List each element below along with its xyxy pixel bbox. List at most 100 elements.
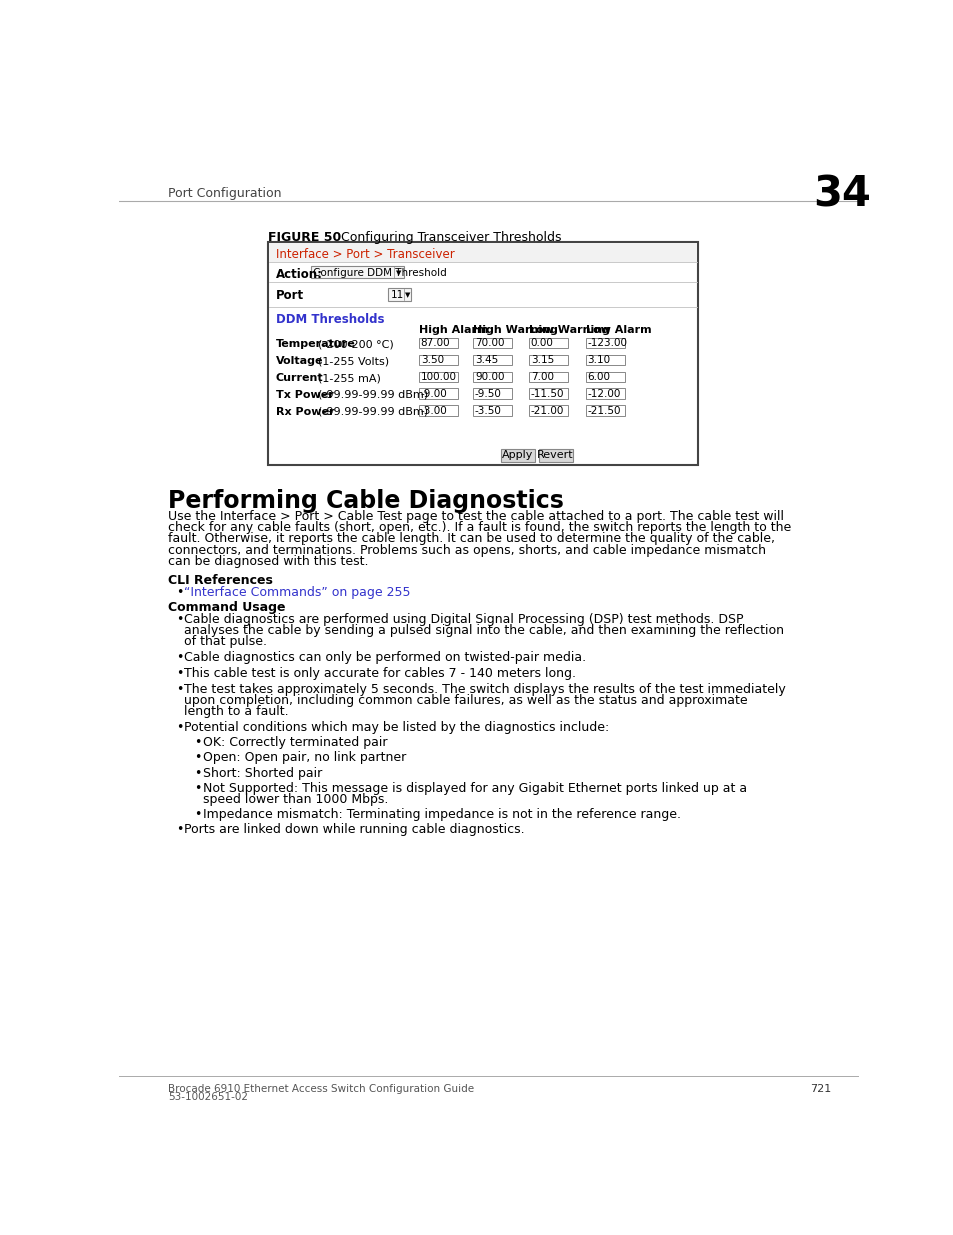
Text: •: • (175, 651, 183, 664)
Text: •: • (175, 683, 183, 695)
Text: upon completion, including common cable failures, as well as the status and appr: upon completion, including common cable … (184, 694, 747, 706)
Bar (269, 243, 697, 262)
Text: Short: Shorted pair: Short: Shorted pair (203, 767, 322, 779)
Text: “Interface Commands” on page 255: “Interface Commands” on page 255 (184, 585, 411, 599)
Text: Rx Power: Rx Power (275, 406, 334, 417)
Text: •: • (175, 721, 183, 734)
Text: •: • (175, 823, 183, 836)
Text: -3.50: -3.50 (475, 406, 501, 416)
Text: •: • (175, 613, 183, 626)
Text: Use the Interface > Port > Cable Test page to test the cable attached to a port.: Use the Interface > Port > Cable Test pa… (168, 510, 783, 524)
Bar (418, 372, 457, 383)
Text: 3.50: 3.50 (420, 356, 443, 366)
Text: Revert: Revert (537, 450, 574, 461)
Text: •: • (194, 736, 202, 750)
Text: Tx Power: Tx Power (275, 390, 334, 400)
Text: 6.00: 6.00 (587, 372, 610, 383)
Bar (473, 372, 512, 383)
Text: 87.00: 87.00 (420, 338, 450, 348)
Bar (585, 372, 624, 383)
Text: Voltage: Voltage (275, 356, 323, 366)
Text: Configuring Transceiver Thresholds: Configuring Transceiver Thresholds (324, 231, 560, 245)
Text: (-99.99-99.99 dBm): (-99.99-99.99 dBm) (318, 390, 428, 400)
Text: -21.00: -21.00 (530, 406, 563, 416)
Text: Port Configuration: Port Configuration (168, 186, 281, 200)
Bar (529, 372, 567, 383)
Text: (-200-200 °C): (-200-200 °C) (318, 340, 394, 350)
Text: Not Supported: This message is displayed for any Gigabit Ethernet ports linked u: Not Supported: This message is displayed… (203, 782, 746, 794)
Text: 721: 721 (809, 1084, 830, 1094)
Text: CLI References: CLI References (168, 573, 273, 587)
Text: 70.00: 70.00 (475, 338, 504, 348)
Text: 53-1002651-02: 53-1002651-02 (168, 1092, 248, 1102)
Text: can be diagnosed with this test.: can be diagnosed with this test. (168, 555, 368, 568)
Text: 90.00: 90.00 (475, 372, 504, 383)
Bar (529, 354, 567, 366)
Text: -3.00: -3.00 (420, 406, 447, 416)
Text: Performing Cable Diagnostics: Performing Cable Diagnostics (168, 489, 563, 513)
Text: analyses the cable by sending a pulsed signal into the cable, and then examining: analyses the cable by sending a pulsed s… (184, 624, 783, 637)
Text: Potential conditions which may be listed by the diagnostics include:: Potential conditions which may be listed… (184, 721, 609, 734)
Text: fault. Otherwise, it reports the cable length. It can be used to determine the q: fault. Otherwise, it reports the cable l… (168, 532, 774, 546)
Text: Ports are linked down while running cable diagnostics.: Ports are linked down while running cabl… (184, 823, 524, 836)
Bar (500, 448, 534, 462)
Text: -9.50: -9.50 (475, 389, 501, 399)
Bar (473, 354, 512, 366)
Text: This cable test is only accurate for cables 7 - 140 meters long.: This cable test is only accurate for cab… (184, 667, 576, 679)
Text: •: • (194, 808, 202, 821)
Text: Apply: Apply (501, 450, 533, 461)
Text: check for any cable faults (short, open, etc.). If a fault is found, the switch : check for any cable faults (short, open,… (168, 521, 790, 535)
Text: Brocade 6910 Ethernet Access Switch Configuration Guide: Brocade 6910 Ethernet Access Switch Conf… (168, 1084, 474, 1094)
Text: 3.10: 3.10 (587, 356, 610, 366)
Bar (529, 337, 567, 348)
Text: Impedance mismatch: Terminating impedance is not in the reference range.: Impedance mismatch: Terminating impedanc… (203, 808, 680, 821)
Text: •: • (194, 767, 202, 779)
Bar (418, 389, 457, 399)
Text: (1-255 mA): (1-255 mA) (318, 373, 381, 383)
Bar (418, 337, 457, 348)
Bar (473, 405, 512, 416)
Bar (585, 354, 624, 366)
Text: Current: Current (275, 373, 323, 383)
Text: •: • (194, 751, 202, 764)
Text: Temperature: Temperature (275, 340, 355, 350)
Text: length to a fault.: length to a fault. (184, 705, 289, 718)
Bar (529, 405, 567, 416)
Text: •: • (175, 585, 183, 599)
Text: Action:: Action: (275, 268, 322, 280)
Text: FIGURE 50: FIGURE 50 (268, 231, 341, 245)
Text: High Alarm: High Alarm (418, 325, 488, 335)
Text: 7.00: 7.00 (530, 372, 553, 383)
Bar (585, 389, 624, 399)
Text: Open: Open pair, no link partner: Open: Open pair, no link partner (203, 751, 406, 764)
Text: 3.45: 3.45 (475, 356, 497, 366)
Text: speed lower than 1000 Mbps.: speed lower than 1000 Mbps. (203, 793, 388, 805)
Text: Low Alarm: Low Alarm (585, 325, 651, 335)
Bar (473, 337, 512, 348)
Text: 34: 34 (812, 174, 870, 216)
Bar (418, 405, 457, 416)
Text: -9.00: -9.00 (420, 389, 447, 399)
Bar (268, 242, 698, 466)
Text: DDM Thresholds: DDM Thresholds (275, 312, 384, 326)
Text: Cable diagnostics are performed using Digital Signal Processing (DSP) test metho: Cable diagnostics are performed using Di… (184, 613, 743, 626)
Text: of that pulse.: of that pulse. (184, 635, 267, 648)
Text: OK: Correctly terminated pair: OK: Correctly terminated pair (203, 736, 387, 750)
Text: •: • (175, 667, 183, 679)
Bar (311, 266, 403, 278)
Text: 0.00: 0.00 (530, 338, 553, 348)
Text: 100.00: 100.00 (420, 372, 456, 383)
Text: 3.15: 3.15 (530, 356, 554, 366)
Text: ▼: ▼ (405, 293, 410, 298)
Bar (418, 354, 457, 366)
Text: Command Usage: Command Usage (168, 601, 285, 614)
Bar (585, 337, 624, 348)
Text: connectors, and terminations. Problems such as opens, shorts, and cable impedanc: connectors, and terminations. Problems s… (168, 543, 765, 557)
Text: (1-255 Volts): (1-255 Volts) (318, 356, 389, 366)
Text: Configure DDM Threshold: Configure DDM Threshold (313, 268, 446, 278)
Bar (529, 389, 567, 399)
Text: -12.00: -12.00 (587, 389, 620, 399)
Text: 11: 11 (390, 290, 403, 300)
Bar (585, 405, 624, 416)
Bar (537, 448, 572, 462)
